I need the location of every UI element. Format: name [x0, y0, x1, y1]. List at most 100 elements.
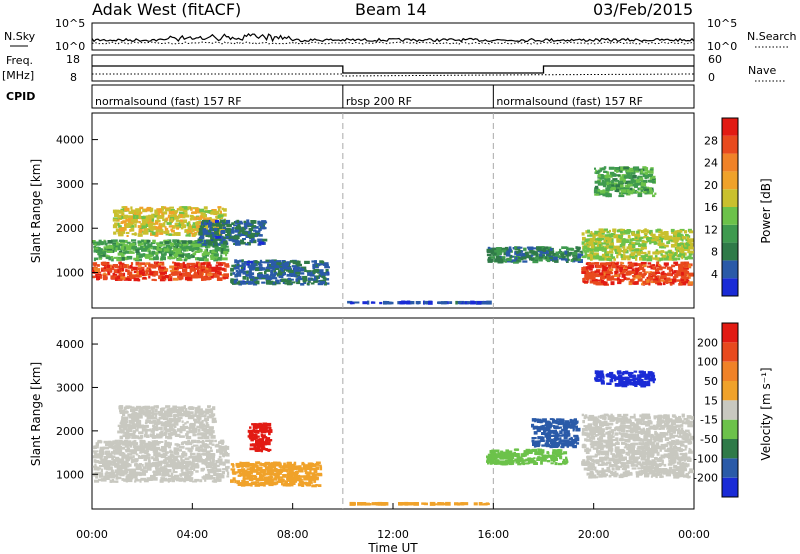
echo-cell [185, 214, 190, 218]
echo-cell [151, 477, 158, 481]
echo-cell [506, 456, 513, 460]
echo-cell [121, 251, 126, 255]
echo-cell [269, 469, 274, 473]
echo-cell [635, 235, 638, 239]
echo-cell [133, 450, 136, 453]
echo-cell [234, 267, 240, 270]
echo-cell [208, 474, 214, 478]
echo-cell [113, 446, 118, 449]
echo-cell [192, 428, 197, 432]
echo-cell [242, 281, 247, 285]
echo-cell [680, 277, 686, 282]
echo-cell [278, 275, 284, 279]
echo-cell [127, 413, 133, 417]
echo-cell [632, 175, 637, 179]
echo-cell [251, 429, 258, 433]
echo-cell [120, 248, 123, 252]
echo-cell [119, 261, 122, 265]
echo-cell [221, 207, 224, 211]
echo-cell [613, 278, 618, 281]
echo-cell [129, 420, 135, 424]
echo-cell [164, 241, 170, 245]
echo-cell [153, 256, 159, 261]
echo-cell [160, 256, 166, 261]
echo-cell [555, 453, 561, 458]
echo-cell [194, 264, 200, 268]
echo-cell [643, 280, 649, 285]
echo-cell [121, 454, 128, 459]
echo-cell [151, 213, 155, 217]
echo-cell [639, 188, 643, 191]
echo-cell [143, 443, 147, 446]
echo-cell [589, 280, 596, 284]
echo-cell [635, 169, 640, 173]
echo-cell [313, 279, 316, 283]
echo-cell [113, 269, 120, 274]
echo-cell [673, 270, 678, 274]
echo-cell [284, 282, 289, 285]
echo-cell [303, 466, 306, 470]
echo-cell [188, 456, 193, 459]
echo-cell [254, 483, 260, 487]
echo-cell [126, 463, 130, 466]
echo-cell [207, 471, 212, 474]
echo-cell [251, 423, 257, 426]
echo-cell [595, 169, 598, 173]
echo-cell [211, 227, 215, 232]
echo-cell [238, 470, 242, 474]
echo-cell [153, 440, 158, 444]
echo-cell [145, 268, 149, 272]
echo-cell [296, 280, 301, 285]
freq-panel: Freq. [MHz] 18 8 60 0 Nave [2, 53, 785, 84]
echo-cell [163, 465, 168, 468]
echo-cell [211, 455, 215, 459]
echo-cell [162, 218, 166, 222]
echo-cell [649, 231, 653, 235]
echo-cell [281, 272, 285, 276]
echo-cell [654, 275, 657, 279]
echo-cell [610, 243, 614, 247]
echo-cell [224, 263, 230, 267]
echo-cell [644, 171, 647, 174]
power-heatmap [92, 113, 694, 308]
echo-cell [164, 467, 167, 472]
echo-cell [248, 478, 254, 481]
echo-region [92, 439, 230, 483]
echo-cell [533, 462, 538, 465]
echo-cell [198, 407, 201, 410]
echo-cell [563, 431, 567, 435]
echo-cell [293, 461, 297, 466]
echo-cell [486, 301, 490, 304]
echo-cell [214, 273, 218, 276]
echo-cell [174, 405, 177, 410]
echo-cell [612, 182, 618, 187]
echo-cell [681, 236, 686, 240]
echo-cell [191, 225, 197, 229]
echo-cell [151, 230, 154, 234]
echo-cell [149, 222, 153, 226]
echo-cell [627, 262, 634, 265]
echo-cell [667, 258, 673, 261]
echo-cell [690, 250, 694, 254]
echo-cell [565, 458, 568, 463]
echo-cell [133, 257, 139, 261]
echo-cell [92, 455, 97, 459]
echo-cell [215, 249, 220, 252]
nsky-frame [91, 22, 695, 51]
echo-cell [676, 250, 678, 254]
echo-cell [284, 261, 289, 264]
echo-cell [648, 255, 652, 259]
echo-cell [258, 466, 263, 470]
echo-cell [244, 477, 249, 480]
echo-cell [258, 222, 263, 227]
echo-cell [649, 188, 652, 193]
echo-cell [271, 275, 276, 279]
echo-cell [129, 444, 132, 448]
echo-cell [186, 248, 189, 252]
echo-cell [607, 181, 614, 185]
echo-cell [224, 459, 228, 463]
echo-cell [140, 411, 146, 415]
echo-cell [157, 225, 162, 230]
echo-cell [286, 281, 290, 284]
echo-cell [586, 245, 590, 248]
